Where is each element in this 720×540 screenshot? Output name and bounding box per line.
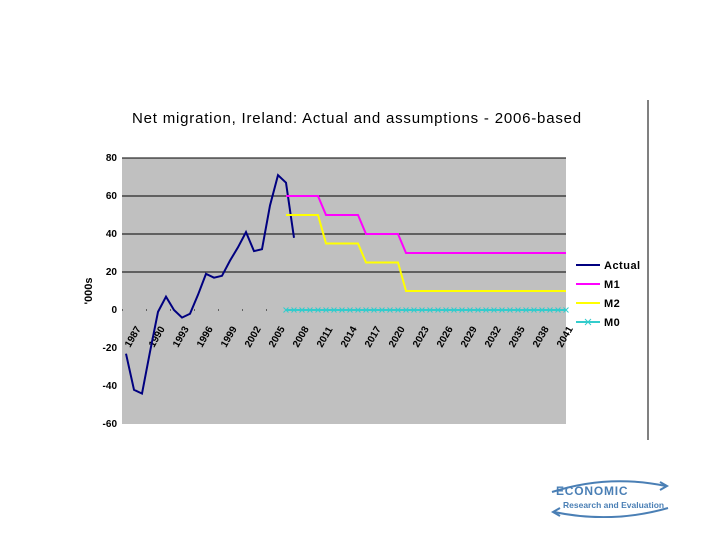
legend-label: M2 — [604, 298, 620, 310]
chart-title: Net migration, Ireland: Actual and assum… — [132, 110, 582, 127]
y-tick-label: 80 — [106, 153, 118, 164]
m0-marker — [339, 307, 345, 313]
m0-marker — [443, 307, 449, 313]
m0-marker — [347, 307, 353, 313]
m0-marker — [307, 307, 313, 313]
m0-marker — [355, 307, 361, 313]
m0-marker — [379, 307, 385, 313]
y-tick-label: 20 — [106, 267, 118, 278]
series-line-actual — [125, 173, 295, 396]
m0-marker — [451, 307, 457, 313]
m0-marker — [371, 307, 377, 313]
m0-marker — [459, 307, 465, 313]
m0-marker — [491, 307, 497, 313]
logo-swoosh-icon — [550, 480, 670, 518]
m0-marker — [283, 307, 289, 313]
logo-subtitle: Research and Evaluation — [563, 500, 665, 510]
y-tick-label: -60 — [103, 419, 118, 430]
y-tick-label: 0 — [111, 305, 117, 316]
y-tick-label: -20 — [103, 343, 118, 354]
m0-marker — [411, 307, 417, 313]
legend-m0-marker — [584, 318, 592, 326]
m0-marker — [499, 307, 505, 313]
m0-marker — [547, 307, 553, 313]
series-lines — [125, 173, 569, 396]
m0-marker — [427, 307, 433, 313]
m0-marker — [387, 307, 393, 313]
logo-title: ECONOMIC — [556, 484, 629, 498]
m0-marker — [555, 307, 561, 313]
m0-marker — [403, 307, 409, 313]
m0-marker — [515, 307, 521, 313]
series-line-m1 — [286, 195, 566, 254]
m0-marker — [507, 307, 513, 313]
m0-marker — [539, 307, 545, 313]
legend: Actual M1 M2 M0 — [576, 260, 641, 329]
m0-marker — [475, 307, 481, 313]
m0-marker — [523, 307, 529, 313]
y-axis-ticks: 80 60 40 20 0 -20 -40 -60 — [103, 153, 118, 430]
m0-marker — [435, 307, 441, 313]
m0-marker — [419, 307, 425, 313]
y-tick-label: -40 — [103, 381, 118, 392]
m0-marker — [563, 307, 569, 313]
gridlines — [122, 157, 566, 273]
m0-marker — [299, 307, 305, 313]
m0-marker — [483, 307, 489, 313]
m0-marker — [467, 307, 473, 313]
m0-marker — [531, 307, 537, 313]
m0-marker — [363, 307, 369, 313]
m0-marker — [395, 307, 401, 313]
series-line-m2 — [286, 214, 566, 292]
y-tick-label: 60 — [106, 191, 118, 202]
y-tick-label: 40 — [106, 229, 118, 240]
legend-label: M1 — [604, 279, 620, 291]
m0-marker — [323, 307, 329, 313]
m0-marker — [291, 307, 297, 313]
m0-marker — [331, 307, 337, 313]
y-axis-label: '000s — [83, 277, 95, 304]
legend-label: Actual — [604, 260, 641, 272]
legend-label: M0 — [604, 317, 620, 329]
m0-marker — [315, 307, 321, 313]
